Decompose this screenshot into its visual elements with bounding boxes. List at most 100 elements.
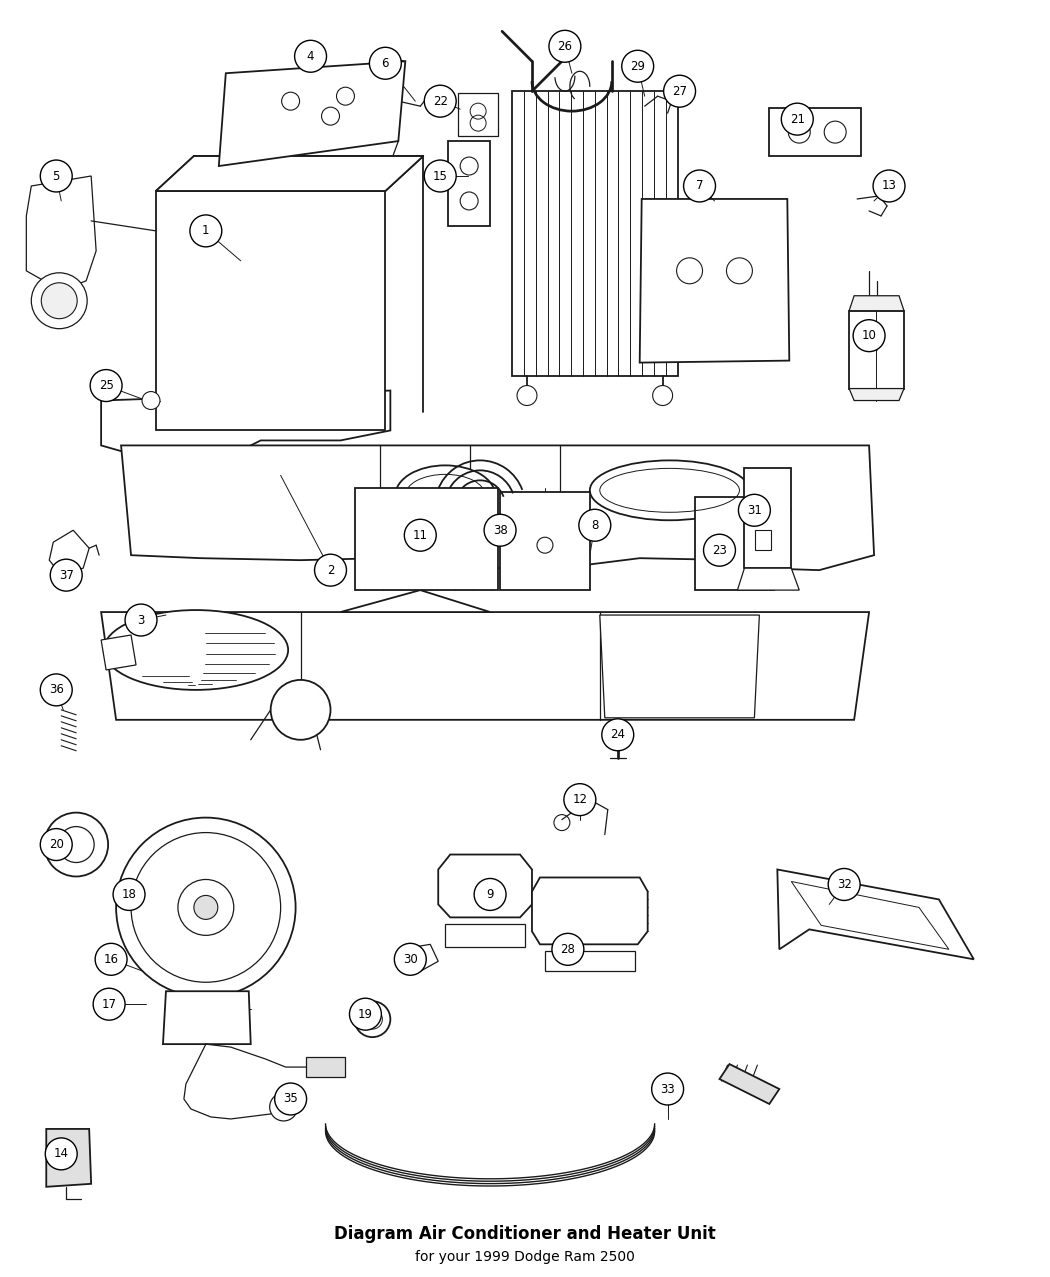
Text: 11: 11	[413, 529, 427, 541]
Polygon shape	[500, 493, 590, 590]
Polygon shape	[512, 91, 677, 375]
Polygon shape	[719, 1064, 779, 1105]
Circle shape	[404, 520, 436, 552]
Circle shape	[622, 50, 654, 82]
Circle shape	[41, 282, 78, 319]
Circle shape	[90, 369, 122, 401]
Polygon shape	[545, 951, 634, 972]
Circle shape	[828, 868, 860, 900]
Circle shape	[664, 75, 695, 107]
Circle shape	[96, 944, 127, 976]
Circle shape	[113, 879, 145, 911]
Circle shape	[854, 319, 885, 351]
Text: 30: 30	[403, 953, 418, 965]
Circle shape	[684, 170, 715, 202]
Circle shape	[131, 833, 280, 982]
Circle shape	[40, 829, 72, 861]
Text: 22: 22	[433, 94, 447, 107]
Polygon shape	[101, 612, 869, 720]
Circle shape	[564, 784, 595, 816]
Circle shape	[44, 812, 108, 876]
Circle shape	[40, 160, 72, 192]
Text: 18: 18	[122, 888, 136, 902]
Circle shape	[194, 895, 217, 919]
Text: 28: 28	[561, 942, 575, 955]
Circle shape	[350, 999, 381, 1031]
Circle shape	[475, 879, 506, 911]
Polygon shape	[849, 296, 904, 310]
Circle shape	[177, 880, 234, 935]
Polygon shape	[445, 925, 525, 948]
Circle shape	[32, 273, 87, 328]
Polygon shape	[306, 1057, 345, 1077]
Text: 2: 2	[327, 563, 334, 577]
Text: 16: 16	[104, 953, 119, 965]
Polygon shape	[156, 192, 385, 430]
Text: 26: 26	[558, 40, 572, 52]
Circle shape	[602, 719, 634, 751]
Circle shape	[142, 392, 160, 410]
Polygon shape	[438, 854, 532, 917]
Circle shape	[549, 31, 581, 63]
Text: 19: 19	[358, 1008, 373, 1020]
Polygon shape	[218, 61, 405, 166]
Polygon shape	[400, 944, 438, 972]
Circle shape	[517, 386, 537, 406]
Text: 32: 32	[837, 879, 852, 891]
Circle shape	[781, 103, 814, 135]
Polygon shape	[49, 530, 89, 575]
Circle shape	[117, 817, 296, 997]
Text: Diagram Air Conditioner and Heater Unit: Diagram Air Conditioner and Heater Unit	[334, 1225, 716, 1243]
Polygon shape	[849, 310, 904, 388]
Text: 27: 27	[672, 84, 687, 98]
Polygon shape	[156, 156, 423, 192]
Polygon shape	[744, 469, 792, 568]
Polygon shape	[737, 568, 799, 590]
Text: 31: 31	[747, 504, 762, 517]
Polygon shape	[340, 590, 490, 612]
Polygon shape	[121, 446, 874, 570]
Text: 7: 7	[696, 180, 704, 193]
Polygon shape	[849, 388, 904, 401]
Text: 15: 15	[433, 170, 447, 183]
Text: 17: 17	[102, 997, 117, 1010]
Circle shape	[58, 826, 94, 862]
Polygon shape	[101, 391, 391, 456]
Text: 6: 6	[381, 56, 390, 70]
Polygon shape	[356, 488, 498, 590]
Ellipse shape	[396, 465, 496, 525]
Circle shape	[50, 559, 82, 591]
Text: 38: 38	[492, 524, 507, 536]
Polygon shape	[639, 199, 790, 363]
Circle shape	[579, 510, 611, 541]
Circle shape	[275, 1083, 307, 1115]
Circle shape	[45, 1138, 78, 1170]
Circle shape	[40, 674, 72, 706]
Text: 9: 9	[486, 888, 494, 902]
Ellipse shape	[104, 610, 288, 690]
Text: 8: 8	[591, 518, 598, 531]
Text: 5: 5	[52, 170, 60, 183]
Circle shape	[93, 988, 125, 1020]
Polygon shape	[46, 1129, 91, 1186]
Circle shape	[355, 1001, 391, 1037]
Circle shape	[704, 534, 735, 566]
Polygon shape	[26, 176, 97, 291]
Polygon shape	[600, 616, 759, 718]
Circle shape	[190, 215, 222, 246]
Text: 25: 25	[99, 379, 113, 392]
Polygon shape	[101, 635, 136, 670]
Circle shape	[270, 1093, 297, 1121]
Circle shape	[125, 604, 158, 636]
Circle shape	[271, 679, 331, 739]
Text: 24: 24	[610, 728, 625, 741]
Text: 14: 14	[54, 1147, 68, 1161]
Text: 3: 3	[138, 613, 145, 627]
Circle shape	[315, 554, 346, 586]
Polygon shape	[458, 93, 498, 137]
Circle shape	[552, 933, 584, 965]
Text: 29: 29	[630, 60, 645, 73]
Polygon shape	[448, 140, 490, 226]
Text: 33: 33	[660, 1083, 675, 1096]
Circle shape	[424, 160, 456, 192]
